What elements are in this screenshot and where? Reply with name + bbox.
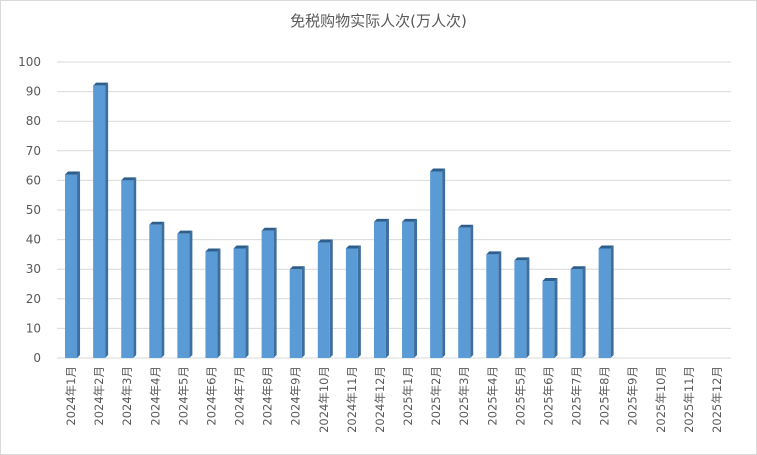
bar: [514, 257, 530, 358]
y-tick-label: 70: [26, 144, 41, 158]
gridlines: [57, 61, 731, 359]
x-tick-label: 2024年7月: [233, 366, 247, 426]
x-tick-label: 2024年12月: [373, 366, 387, 433]
y-tick-label: 50: [26, 203, 41, 217]
bar: [233, 245, 249, 358]
y-tick-label: 20: [26, 292, 41, 306]
x-tick-label: 2025年1月: [401, 366, 415, 426]
y-tick-label: 30: [26, 262, 41, 276]
bar: [65, 171, 81, 358]
bar: [177, 230, 193, 358]
x-tick-label: 2024年3月: [120, 366, 134, 426]
y-tick-label: 90: [26, 85, 41, 99]
bar: [598, 245, 614, 358]
bar: [289, 266, 305, 358]
chart-title: 免税购物实际人次(万人次): [290, 12, 467, 30]
bar: [373, 218, 389, 358]
y-tick-label: 40: [26, 233, 41, 247]
x-tick-label: 2025年10月: [654, 366, 668, 433]
x-tick-label: 2024年5月: [176, 366, 190, 426]
x-tick-label: 2025年6月: [541, 366, 555, 426]
bar: [317, 239, 333, 358]
x-tick-label: 2025年2月: [429, 366, 443, 426]
bar: [402, 218, 418, 358]
y-tick-label: 100: [18, 55, 41, 69]
x-tick-label: 2025年11月: [682, 366, 696, 433]
x-tick-label: 2025年7月: [570, 366, 584, 426]
bar: [486, 251, 502, 358]
bar: [458, 224, 474, 358]
x-tick-label: 2025年8月: [598, 366, 612, 426]
x-tick-label: 2024年9月: [289, 366, 303, 426]
bars: [65, 82, 614, 359]
x-tick-label: 2025年5月: [513, 366, 527, 426]
x-tick-label: 2025年9月: [626, 366, 640, 426]
bar: [93, 82, 109, 359]
bar: [205, 248, 221, 358]
x-tick-label: 2024年11月: [345, 366, 359, 433]
bar: [570, 266, 586, 358]
x-tick-label: 2024年1月: [64, 366, 78, 426]
x-tick-label: 2024年4月: [148, 366, 162, 426]
x-axis-ticks: 2024年1月 2024年2月 2024年3月 2024年4月 2024年5月 2024年…: [64, 366, 724, 433]
bar: [121, 177, 137, 358]
x-tick-label: 2024年10月: [317, 366, 331, 433]
bar: [542, 278, 558, 358]
y-tick-label: 80: [26, 114, 41, 128]
x-tick-label: 2024年8月: [261, 366, 275, 426]
x-tick-label: 2025年3月: [457, 366, 471, 426]
y-axis-ticks: 0 10 20 30 40 50 60 70 80 90 100: [18, 55, 41, 365]
y-tick-label: 10: [26, 321, 41, 335]
x-tick-label: 2024年6月: [204, 366, 218, 426]
bar: [430, 168, 446, 358]
x-tick-label: 2025年12月: [710, 366, 724, 433]
x-tick-label: 2025年4月: [485, 366, 499, 426]
bar: [261, 227, 277, 358]
x-tick-label: 2024年2月: [92, 366, 106, 426]
y-tick-label: 0: [33, 351, 41, 365]
bar: [345, 245, 361, 358]
bar: [149, 221, 165, 358]
y-tick-label: 60: [26, 173, 41, 187]
